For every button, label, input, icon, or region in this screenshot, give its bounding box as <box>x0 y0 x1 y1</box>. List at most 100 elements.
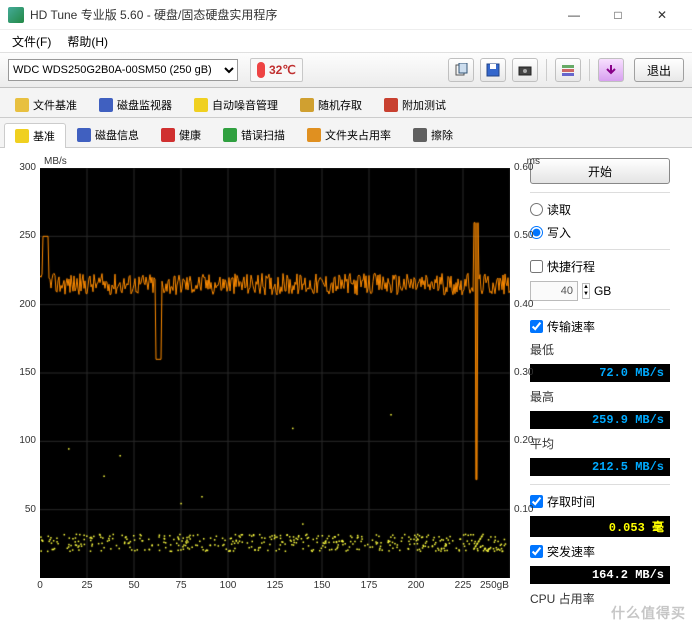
minimize-button[interactable]: — <box>552 1 596 29</box>
maximize-button[interactable]: □ <box>596 1 640 29</box>
read-radio[interactable] <box>530 203 543 216</box>
shortstroke-label: 快捷行程 <box>547 258 595 275</box>
screenshot-button[interactable] <box>512 58 538 82</box>
y-right-tick: 0.10 <box>514 504 533 515</box>
shortstroke-unit: GB <box>594 284 611 298</box>
transfer-row[interactable]: 传输速率 <box>530 318 670 335</box>
read-label: 读取 <box>547 201 571 218</box>
exit-button[interactable]: 退出 <box>634 58 684 82</box>
shortstroke-row[interactable]: 快捷行程 <box>530 258 670 275</box>
min-label: 最低 <box>530 341 670 358</box>
tab-icon <box>300 98 314 112</box>
tab-基准[interactable]: 基准 <box>4 123 66 148</box>
y-right-tick: 0.60 <box>514 162 533 173</box>
transfer-check[interactable] <box>530 320 543 333</box>
start-button[interactable]: 开始 <box>530 158 670 184</box>
spinner-icon[interactable]: ▲▼ <box>582 283 590 299</box>
x-tick: 75 <box>175 580 186 595</box>
burst-value: 164.2 MB/s <box>530 566 670 584</box>
copy-button[interactable] <box>448 58 474 82</box>
tab-label: 健康 <box>179 127 201 143</box>
x-tick: 200 <box>408 580 425 595</box>
tab-icon <box>384 98 398 112</box>
burst-label: 突发速率 <box>547 543 595 560</box>
y-right-tick: 0.40 <box>514 299 533 310</box>
device-select[interactable]: WDC WDS250G2B0A-00SM50 (250 gB) <box>8 59 238 81</box>
y-left-tick: 200 <box>10 299 36 310</box>
burst-row[interactable]: 突发速率 <box>530 543 670 560</box>
watermark: 什么值得买 <box>611 603 686 623</box>
tab-icon <box>15 129 29 143</box>
shortstroke-value-row: ▲▼ GB <box>530 281 670 301</box>
tab-label: 随机存取 <box>318 97 362 113</box>
tab-label: 擦除 <box>431 127 453 143</box>
refresh-button[interactable] <box>598 58 624 82</box>
access-label: 存取时间 <box>547 493 595 510</box>
x-tick: 100 <box>220 580 237 595</box>
tab-icon <box>413 128 427 142</box>
tab-健康[interactable]: 健康 <box>150 122 212 147</box>
tab-icon <box>307 128 321 142</box>
x-tick: 150 <box>314 580 331 595</box>
tab-label: 基准 <box>33 128 55 144</box>
tab-icon <box>194 98 208 112</box>
options-button[interactable] <box>555 58 581 82</box>
app-icon <box>8 7 24 23</box>
x-max-label: 250gB <box>480 580 509 591</box>
temperature-display: 32℃ <box>250 58 303 82</box>
tab-label: 文件基准 <box>33 97 77 113</box>
x-tick: 0 <box>37 580 43 595</box>
write-label: 写入 <box>547 224 571 241</box>
menu-file[interactable]: 文件(F) <box>4 31 59 52</box>
y-left-tick: 250 <box>10 230 36 241</box>
save-button[interactable] <box>480 58 506 82</box>
avg-label: 平均 <box>530 435 670 452</box>
tab-icon <box>99 98 113 112</box>
side-panel: 开始 读取 写入 快捷行程 ▲▼ GB 传输速率 最低 72.0 MB/s 最高… <box>530 158 670 607</box>
access-row[interactable]: 存取时间 <box>530 493 670 510</box>
tab-icon <box>223 128 237 142</box>
close-button[interactable]: ✕ <box>640 1 684 29</box>
tab-icon <box>161 128 175 142</box>
tab-文件夹占用率[interactable]: 文件夹占用率 <box>296 122 402 147</box>
menu-help[interactable]: 帮助(H) <box>59 31 116 52</box>
tab-label: 附加测试 <box>402 97 446 113</box>
y-right-tick: 0.50 <box>514 230 533 241</box>
tab-错误扫描[interactable]: 错误扫描 <box>212 122 296 147</box>
tab-磁盘信息[interactable]: 磁盘信息 <box>66 122 150 147</box>
tab-label: 错误扫描 <box>241 127 285 143</box>
y-left-tick: 100 <box>10 435 36 446</box>
tab-磁盘监视器[interactable]: 磁盘监视器 <box>88 92 183 117</box>
max-label: 最高 <box>530 388 670 405</box>
mode-read-row[interactable]: 读取 <box>530 201 670 218</box>
max-value: 259.9 MB/s <box>530 411 670 429</box>
avg-value: 212.5 MB/s <box>530 458 670 476</box>
tab-icon <box>15 98 29 112</box>
menubar: 文件(F) 帮助(H) <box>0 30 692 52</box>
tab-icon <box>77 128 91 142</box>
tab-自动噪音管理[interactable]: 自动噪音管理 <box>183 92 289 117</box>
transfer-label: 传输速率 <box>547 318 595 335</box>
tabs-row-1: 文件基准 磁盘监视器 自动噪音管理 随机存取 附加测试 <box>0 88 692 118</box>
tab-label: 磁盘信息 <box>95 127 139 143</box>
burst-check[interactable] <box>530 545 543 558</box>
shortstroke-input[interactable] <box>530 281 578 301</box>
tab-附加测试[interactable]: 附加测试 <box>373 92 457 117</box>
tab-label: 自动噪音管理 <box>212 97 278 113</box>
x-tick: 175 <box>361 580 378 595</box>
shortstroke-check[interactable] <box>530 260 543 273</box>
tab-随机存取[interactable]: 随机存取 <box>289 92 373 117</box>
tab-擦除[interactable]: 擦除 <box>402 122 464 147</box>
thermometer-icon <box>257 62 265 78</box>
tab-label: 文件夹占用率 <box>325 127 391 143</box>
mode-write-row[interactable]: 写入 <box>530 224 670 241</box>
tabs-row-2: 基准 磁盘信息 健康 错误扫描 文件夹占用率 擦除 <box>0 118 692 148</box>
chart-canvas <box>40 168 510 578</box>
tab-文件基准[interactable]: 文件基准 <box>4 92 88 117</box>
tab-label: 磁盘监视器 <box>117 97 172 113</box>
x-tick: 225 <box>455 580 472 595</box>
y-right-tick: 0.30 <box>514 367 533 378</box>
titlebar: HD Tune 专业版 5.60 - 硬盘/固态硬盘实用程序 — □ ✕ <box>0 0 692 30</box>
content-area: MB/s ms 50100150200250300 0.100.200.300.… <box>0 148 692 617</box>
min-value: 72.0 MB/s <box>530 364 670 382</box>
